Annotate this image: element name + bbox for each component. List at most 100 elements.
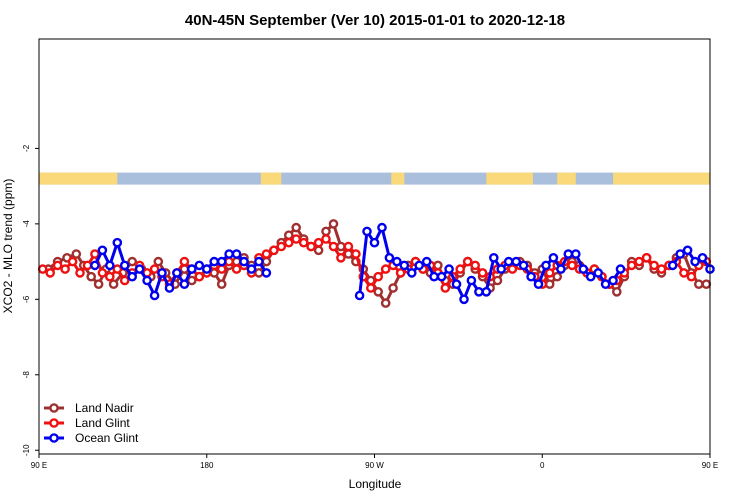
data-point-land-glint bbox=[231, 264, 242, 274]
data-point-land-glint bbox=[626, 260, 637, 271]
data-point-ocean-glint bbox=[172, 268, 182, 278]
data-point-ocean-glint bbox=[216, 256, 227, 267]
data-point-ocean-glint bbox=[134, 264, 145, 274]
data-point-ocean-glint bbox=[186, 264, 197, 274]
data-point-land-nadir bbox=[254, 268, 264, 278]
data-point-land-nadir bbox=[283, 230, 294, 240]
data-point-land-glint bbox=[179, 256, 190, 267]
data-point-land-glint bbox=[634, 256, 645, 267]
data-point-ocean-glint bbox=[608, 275, 618, 286]
data-point-land-glint bbox=[544, 268, 555, 278]
data-point-ocean-glint bbox=[459, 294, 469, 305]
legend-item: Ocean Glint bbox=[44, 431, 139, 445]
data-point-land-glint bbox=[306, 241, 316, 252]
legend-label: Land Glint bbox=[75, 416, 130, 430]
series-land-nadir bbox=[43, 219, 712, 308]
legend-item: Land Glint bbox=[44, 416, 130, 430]
data-point-land-nadir bbox=[336, 241, 346, 252]
land-segment bbox=[557, 172, 576, 185]
data-point-ocean-glint bbox=[600, 279, 611, 290]
data-point-ocean-glint bbox=[261, 268, 272, 278]
data-point-ocean-glint bbox=[399, 260, 410, 271]
data-point-ocean-glint bbox=[533, 279, 544, 290]
legend-marker bbox=[49, 418, 59, 428]
data-point-ocean-glint bbox=[406, 268, 417, 278]
x-tick-label: 90 E bbox=[702, 461, 718, 470]
data-point-ocean-glint bbox=[142, 275, 152, 286]
series-layer bbox=[37, 219, 715, 308]
data-point-land-glint bbox=[97, 268, 108, 278]
data-point-land-glint bbox=[276, 241, 287, 252]
data-point-ocean-glint bbox=[526, 271, 536, 282]
data-point-land-nadir bbox=[86, 271, 96, 282]
data-point-ocean-glint bbox=[194, 260, 205, 271]
data-point-land-glint bbox=[656, 264, 667, 274]
data-point-ocean-glint bbox=[392, 256, 402, 267]
data-point-ocean-glint bbox=[384, 252, 395, 263]
data-point-land-glint bbox=[440, 283, 451, 293]
data-point-land-glint bbox=[45, 268, 56, 278]
data-point-ocean-glint bbox=[593, 268, 604, 278]
data-point-land-glint bbox=[37, 264, 48, 274]
data-point-land-nadir bbox=[433, 260, 443, 271]
data-point-land-nadir bbox=[153, 256, 164, 267]
x-tick-label: 0 bbox=[540, 461, 545, 470]
data-point-land-nadir bbox=[216, 279, 227, 290]
land-segment bbox=[391, 172, 405, 185]
data-point-land-glint bbox=[291, 234, 302, 244]
data-point-ocean-glint bbox=[127, 271, 137, 282]
data-point-land-glint bbox=[67, 256, 78, 267]
data-point-ocean-glint bbox=[563, 249, 574, 259]
data-point-land-nadir bbox=[231, 256, 242, 267]
data-point-land-glint bbox=[90, 249, 100, 259]
data-point-ocean-glint bbox=[444, 264, 454, 274]
data-point-land-nadir bbox=[380, 298, 391, 308]
data-point-land-glint bbox=[194, 271, 205, 282]
data-point-ocean-glint bbox=[362, 226, 372, 237]
y-tick-label: -8 bbox=[22, 371, 31, 379]
data-point-land-glint bbox=[343, 241, 354, 252]
legend-item: Land Nadir bbox=[44, 401, 134, 415]
data-point-land-glint bbox=[149, 264, 160, 274]
x-tick-label: 90 E bbox=[31, 461, 47, 470]
y-axis: -2 -4 -6 -8 -10 bbox=[22, 144, 39, 456]
data-point-land-glint bbox=[216, 264, 227, 274]
data-point-land-glint bbox=[60, 264, 70, 274]
data-point-land-glint bbox=[328, 241, 339, 252]
data-point-ocean-glint bbox=[675, 249, 686, 259]
data-point-ocean-glint bbox=[496, 264, 507, 274]
data-point-ocean-glint bbox=[690, 256, 700, 267]
data-point-ocean-glint bbox=[239, 256, 249, 267]
data-point-ocean-glint bbox=[224, 249, 234, 259]
data-point-land-glint bbox=[686, 271, 697, 282]
data-point-ocean-glint bbox=[451, 279, 462, 290]
data-point-ocean-glint bbox=[571, 249, 581, 259]
data-point-ocean-glint bbox=[112, 237, 123, 248]
data-point-land-glint bbox=[75, 268, 85, 278]
land-segment bbox=[260, 172, 282, 185]
data-point-ocean-glint bbox=[488, 252, 499, 263]
x-tick-label: 90 W bbox=[365, 461, 384, 470]
data-point-land-glint bbox=[105, 271, 115, 282]
land-segment bbox=[39, 172, 118, 185]
data-point-ocean-glint bbox=[429, 271, 439, 282]
data-point-land-glint bbox=[507, 264, 518, 274]
data-point-land-glint bbox=[119, 275, 130, 286]
data-point-land-glint bbox=[477, 268, 488, 278]
data-point-land-glint bbox=[679, 268, 689, 278]
legend-label: Ocean Glint bbox=[75, 431, 139, 445]
data-point-ocean-glint bbox=[377, 222, 387, 233]
data-point-land-nadir bbox=[552, 271, 563, 282]
data-point-ocean-glint bbox=[201, 264, 212, 274]
data-point-land-glint bbox=[567, 260, 577, 271]
data-point-ocean-glint bbox=[354, 290, 365, 301]
data-point-land-glint bbox=[321, 234, 331, 244]
data-point-ocean-glint bbox=[585, 271, 596, 282]
land-ocean-strip bbox=[39, 172, 710, 185]
data-point-ocean-glint bbox=[149, 290, 160, 301]
data-point-land-glint bbox=[380, 264, 391, 274]
x-tick-label: 180 bbox=[200, 461, 214, 470]
data-point-ocean-glint bbox=[179, 279, 190, 290]
data-point-ocean-glint bbox=[481, 286, 492, 297]
data-point-ocean-glint bbox=[548, 252, 559, 263]
